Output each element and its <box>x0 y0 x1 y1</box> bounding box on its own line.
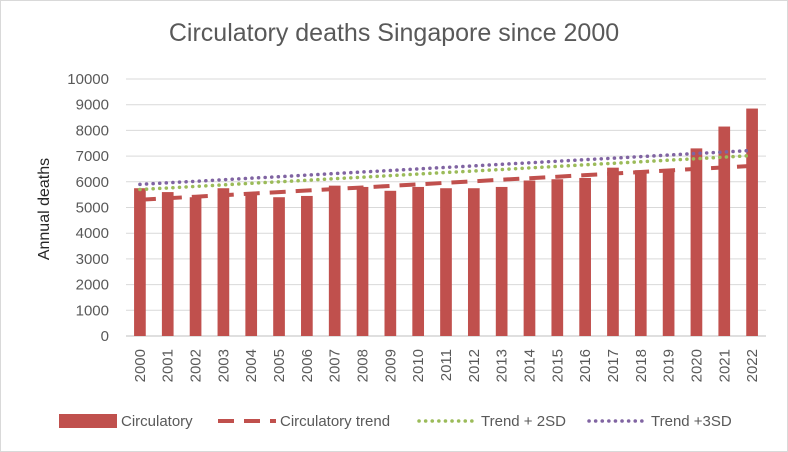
legend-label: Trend +3SD <box>651 413 732 430</box>
bar <box>718 126 731 336</box>
bar <box>189 197 202 336</box>
bar <box>440 188 452 336</box>
bar-series <box>134 108 758 337</box>
x-tick-label: 2002 <box>188 349 205 382</box>
bar <box>690 148 703 336</box>
trend-line <box>138 148 754 187</box>
legend-label: Circulatory <box>121 413 193 430</box>
x-tick-label: 2017 <box>605 349 622 382</box>
bar <box>134 188 146 336</box>
y-tick-label: 4000 <box>76 225 109 242</box>
bar <box>245 193 258 336</box>
bar <box>607 167 619 336</box>
bar <box>523 180 536 336</box>
x-tick-label: 2000 <box>132 349 149 382</box>
x-tick-label: 2014 <box>521 349 538 382</box>
bar <box>634 170 647 336</box>
y-tick-label: 6000 <box>76 174 109 191</box>
x-tick-label: 2022 <box>744 349 761 382</box>
x-tick-label: 2005 <box>271 349 288 382</box>
x-tick-label: 2019 <box>661 349 678 382</box>
x-tick-label: 2020 <box>688 349 705 382</box>
x-tick-label: 2010 <box>410 349 427 382</box>
chart-title: Circulatory deaths Singapore since 2000 <box>168 19 620 47</box>
bar <box>495 186 508 336</box>
y-tick-label: 2000 <box>76 277 109 294</box>
bar <box>662 168 675 336</box>
y-tick-label: 9000 <box>76 97 109 114</box>
x-tick-label: 2004 <box>243 349 260 382</box>
x-tick-label: 2013 <box>494 349 511 382</box>
y-tick-label: 1000 <box>76 302 109 319</box>
y-tick-label: 10000 <box>67 71 109 88</box>
x-tick-label: 2003 <box>215 349 232 382</box>
y-tick-label: 0 <box>101 328 109 345</box>
x-tick-label: 2006 <box>299 349 316 382</box>
x-tick-label: 2011 <box>438 349 455 381</box>
y-tick-label: 8000 <box>76 122 109 139</box>
bar <box>384 190 397 336</box>
x-tick-label: 2007 <box>327 349 344 382</box>
x-tick-label: 2001 <box>160 349 177 382</box>
bar <box>273 197 285 336</box>
bar <box>301 195 313 336</box>
y-tick-label: 3000 <box>76 251 109 268</box>
bar <box>579 177 591 336</box>
legend: Circulatory Circulatory trend Trend + 2SD T… <box>59 413 732 430</box>
x-tick-label: 2016 <box>577 349 594 382</box>
bar <box>328 185 341 336</box>
x-tick-label: 2008 <box>355 349 372 382</box>
y-tick-label: 5000 <box>76 200 109 217</box>
x-tick-label: 2012 <box>466 349 483 382</box>
bar <box>746 108 758 337</box>
x-tick-label: 2018 <box>633 349 650 382</box>
legend-label: Trend + 2SD <box>481 413 566 430</box>
x-tick-label: 2009 <box>382 349 399 382</box>
y-tick-label: 7000 <box>76 148 109 165</box>
y-axis-ticks: 0 1000 2000 3000 4000 5000 6000 7000 8000 9000 100… <box>67 71 109 345</box>
x-tick-label: 2021 <box>716 349 733 382</box>
x-tick-label: 2015 <box>549 349 566 382</box>
bar <box>217 188 230 336</box>
y-axis-title: Annual deaths <box>36 158 53 260</box>
legend-label: Circulatory trend <box>280 413 390 430</box>
legend-swatch <box>59 414 117 428</box>
bar <box>356 186 369 336</box>
bar <box>161 192 174 336</box>
bar <box>551 179 564 336</box>
bar <box>467 188 480 336</box>
x-axis-ticks: 2000 2001 2002 2003 2004 2005 2006 2007 2008 2009… <box>132 349 761 382</box>
bar <box>412 186 425 336</box>
